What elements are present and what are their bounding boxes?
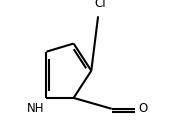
Text: O: O bbox=[138, 102, 148, 115]
Text: Cl: Cl bbox=[94, 0, 106, 10]
Text: NH: NH bbox=[27, 102, 44, 115]
